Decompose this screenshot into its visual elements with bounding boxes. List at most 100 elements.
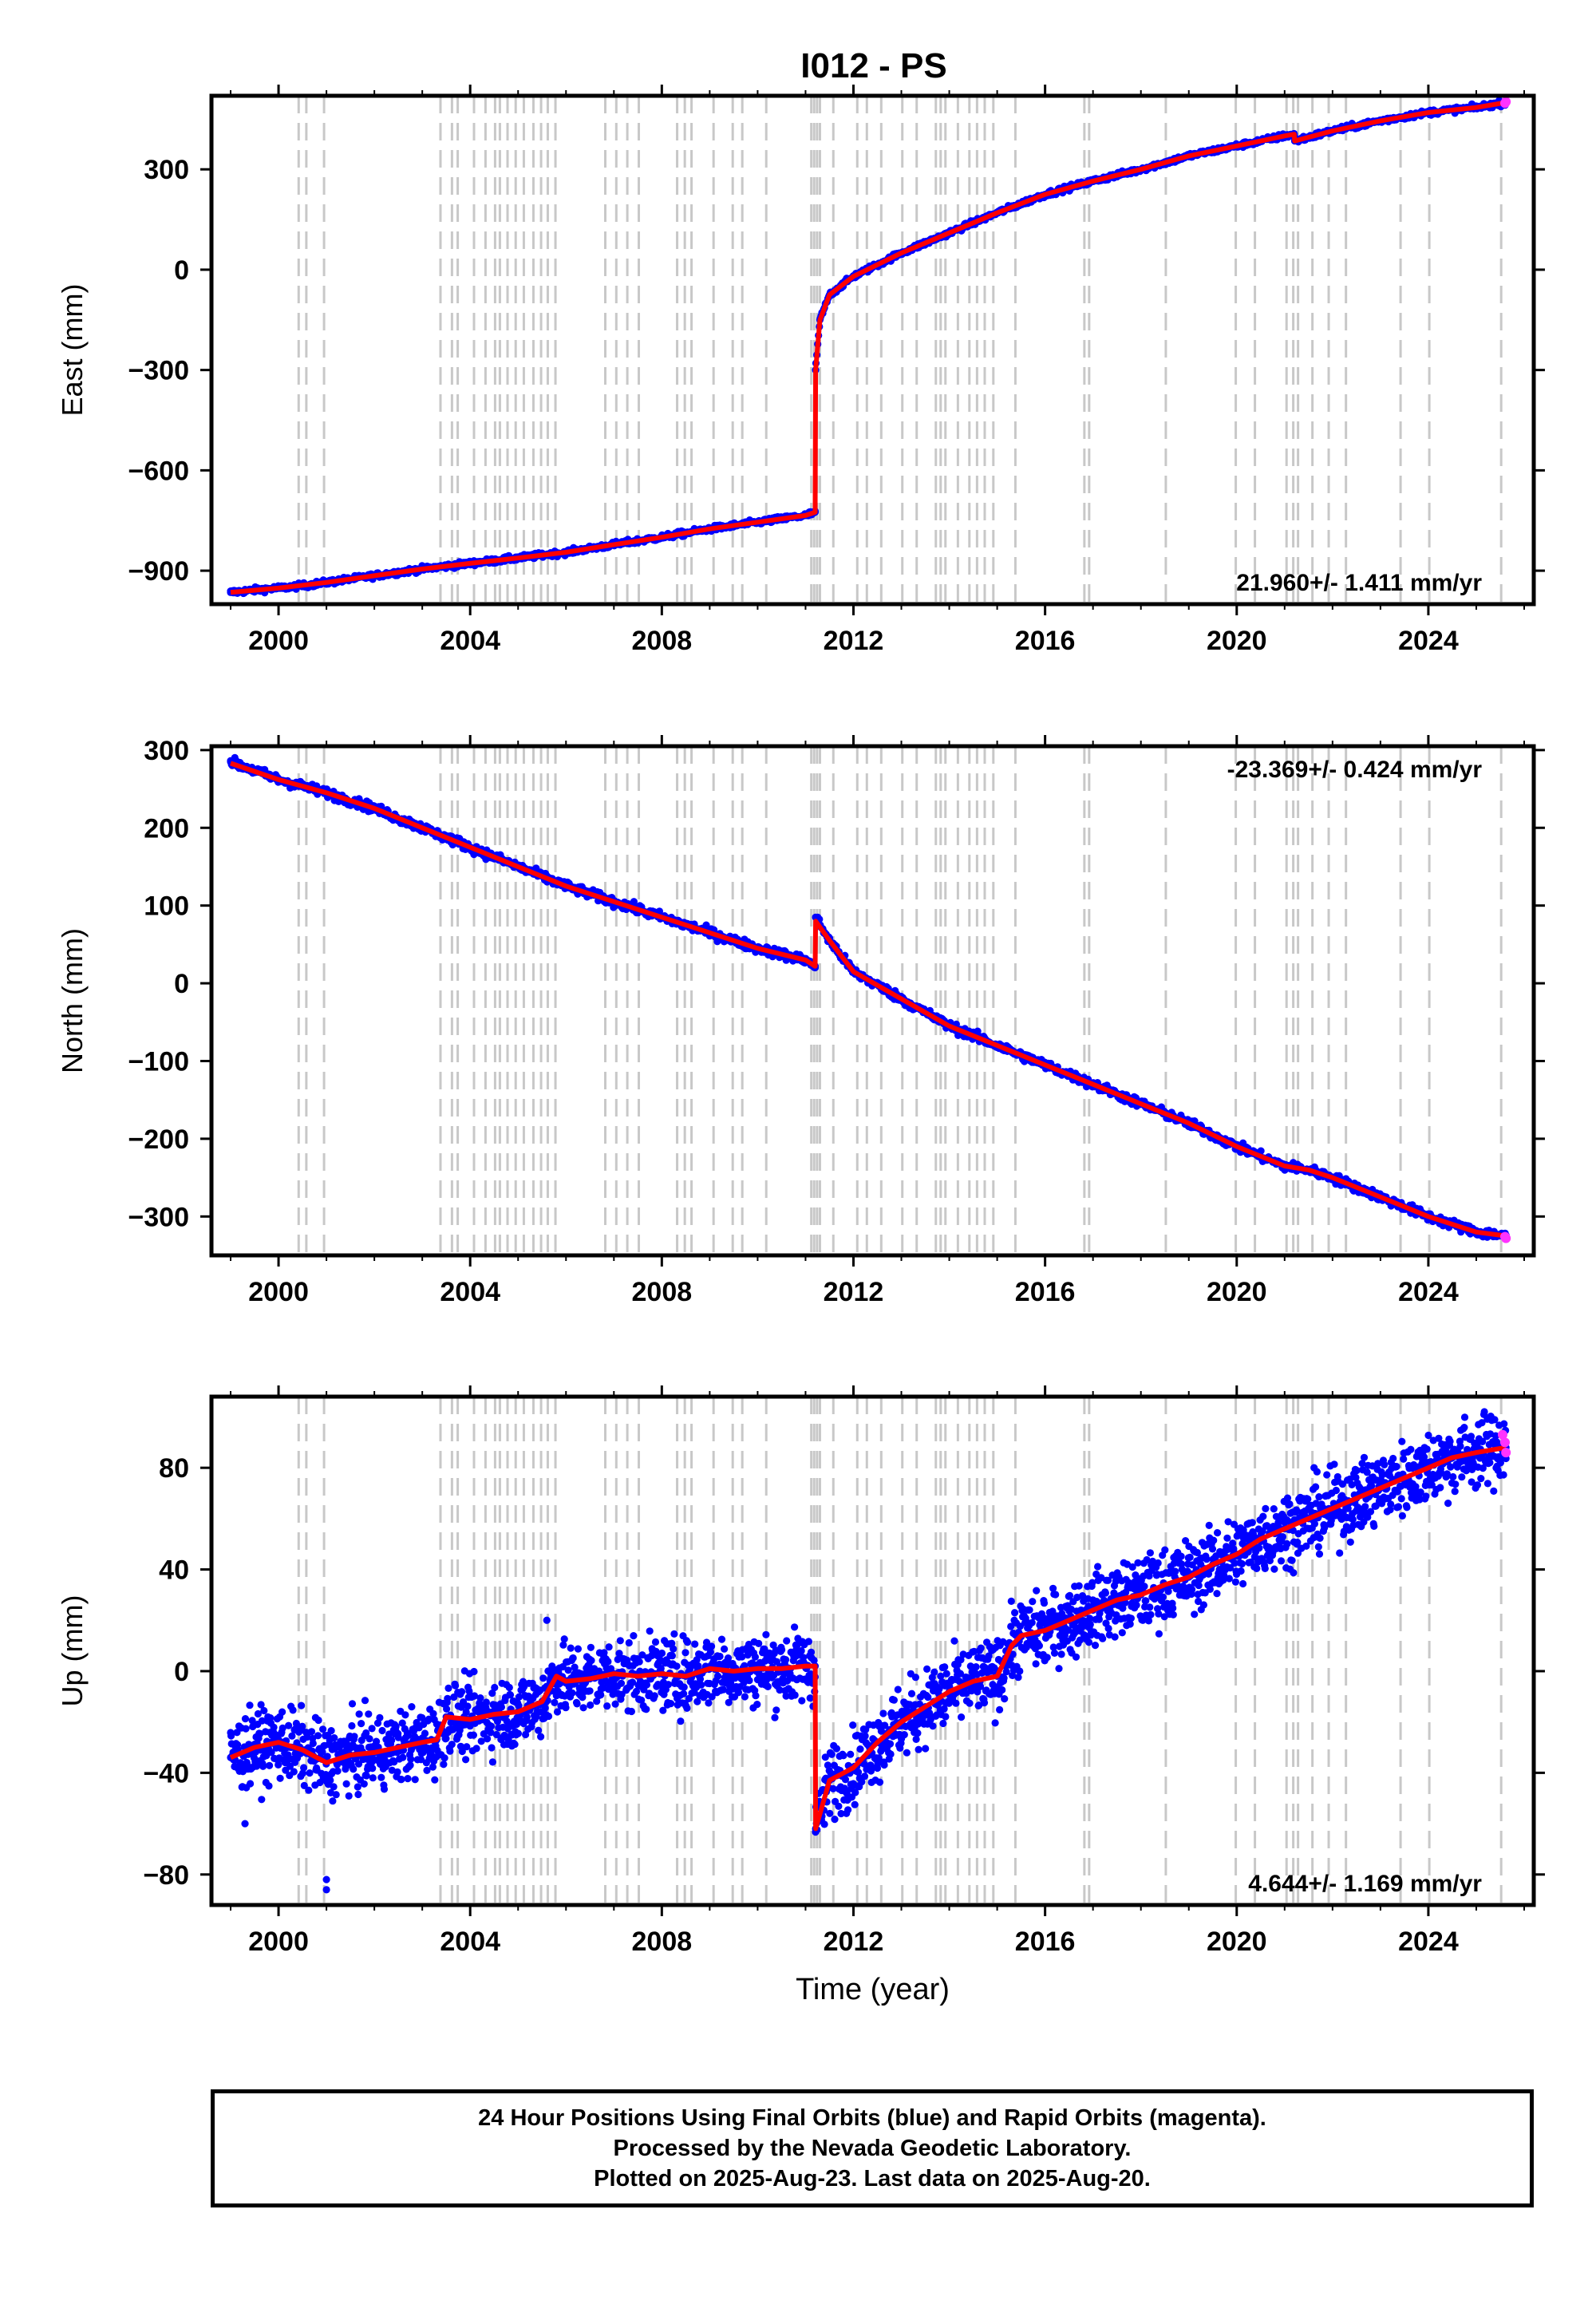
data-point [593, 1697, 601, 1705]
rapid-orbit-point [1501, 1233, 1511, 1243]
data-point [719, 1686, 728, 1694]
data-point [890, 1696, 898, 1704]
data-point [327, 1727, 335, 1735]
data-point [516, 1693, 523, 1701]
data-point [286, 1762, 294, 1770]
data-point [390, 1758, 398, 1766]
data-point [421, 1729, 429, 1737]
data-point [505, 1683, 513, 1692]
data-point [667, 1700, 675, 1708]
data-point [541, 1704, 549, 1712]
data-point [462, 1756, 470, 1764]
rapid-orbit-point [1501, 97, 1511, 107]
data-point [697, 1681, 705, 1689]
data-point [388, 1736, 396, 1745]
x-tick-label: 2012 [824, 1277, 884, 1307]
data-point [693, 1697, 701, 1705]
data-point [452, 1682, 460, 1690]
data-point [952, 1699, 960, 1707]
data-point [394, 1733, 402, 1741]
data-point [404, 1775, 412, 1783]
data-point [886, 1740, 895, 1748]
data-point [290, 1768, 298, 1776]
data-point [289, 1706, 297, 1714]
y-tick-label: −100 [128, 1046, 189, 1077]
data-point [537, 1733, 545, 1741]
data-point [354, 1783, 361, 1791]
x-tick-label: 2016 [1015, 1277, 1076, 1307]
data-point [567, 1644, 575, 1652]
data-point [477, 1737, 485, 1745]
data-point [847, 1750, 855, 1758]
data-point [398, 1719, 406, 1727]
data-point [849, 1721, 857, 1729]
data-point [744, 1651, 752, 1659]
data-point [429, 1709, 437, 1717]
data-point [579, 1694, 587, 1701]
data-point [348, 1700, 357, 1708]
data-point [405, 1731, 413, 1739]
data-point [246, 1701, 254, 1709]
data-point [492, 1730, 500, 1739]
data-point [247, 1780, 255, 1788]
x-tick-label: 2012 [824, 626, 884, 656]
data-point [564, 1666, 572, 1674]
data-point [462, 1708, 470, 1716]
data-point [935, 1685, 943, 1693]
data-point [680, 1683, 688, 1691]
data-point [762, 1630, 770, 1638]
data-point [798, 1697, 806, 1705]
data-point [587, 1701, 595, 1709]
data-point [887, 1750, 895, 1758]
plot-area [227, 96, 1511, 604]
final-orbits-series [227, 1408, 1510, 1894]
data-point [348, 1721, 356, 1730]
data-point [276, 1774, 284, 1782]
data-point [463, 1743, 471, 1751]
data-point [443, 1705, 451, 1713]
panel-1: 2000 2004 2008 2012 2016 2020 20243000−300−600… [56, 85, 1545, 656]
data-point [472, 1745, 480, 1753]
y-tick-label: 300 [144, 736, 189, 766]
data-point [915, 1700, 923, 1708]
data-point [705, 1699, 713, 1707]
data-point [559, 1641, 567, 1649]
data-point [966, 1699, 974, 1707]
data-point [782, 1692, 790, 1700]
data-point [923, 1665, 931, 1673]
data-point [724, 1654, 733, 1662]
data-point [298, 1769, 306, 1777]
data-point [309, 1739, 317, 1748]
data-point [664, 1681, 673, 1689]
data-point [702, 1638, 711, 1646]
data-point [362, 1772, 370, 1780]
data-point [323, 1753, 331, 1761]
plot-area [227, 1397, 1511, 1905]
data-point [821, 1753, 829, 1761]
data-point [638, 1651, 646, 1659]
data-point [350, 1765, 358, 1773]
data-point [288, 1732, 296, 1740]
data-point [260, 1706, 268, 1715]
data-point [342, 1780, 350, 1788]
data-point [446, 1747, 454, 1755]
data-point [314, 1716, 322, 1725]
data-point [448, 1741, 456, 1749]
data-point [941, 1663, 949, 1671]
data-point [407, 1755, 415, 1763]
data-point [807, 1648, 816, 1656]
data-point [418, 1713, 426, 1721]
y-tick-label: −300 [128, 1202, 189, 1232]
data-point [804, 1638, 813, 1646]
data-point [835, 1802, 843, 1810]
data-point [903, 1749, 911, 1757]
y-tick-label: 0 [174, 255, 189, 286]
data-point [734, 1689, 743, 1697]
data-point [914, 1729, 922, 1737]
data-point [484, 1735, 492, 1743]
data-point [694, 1662, 702, 1670]
rate-label: -23.369+/- 0.424 mm/yr [1227, 757, 1483, 783]
data-point [716, 1652, 724, 1661]
y-tick-label: 200 [144, 813, 189, 844]
